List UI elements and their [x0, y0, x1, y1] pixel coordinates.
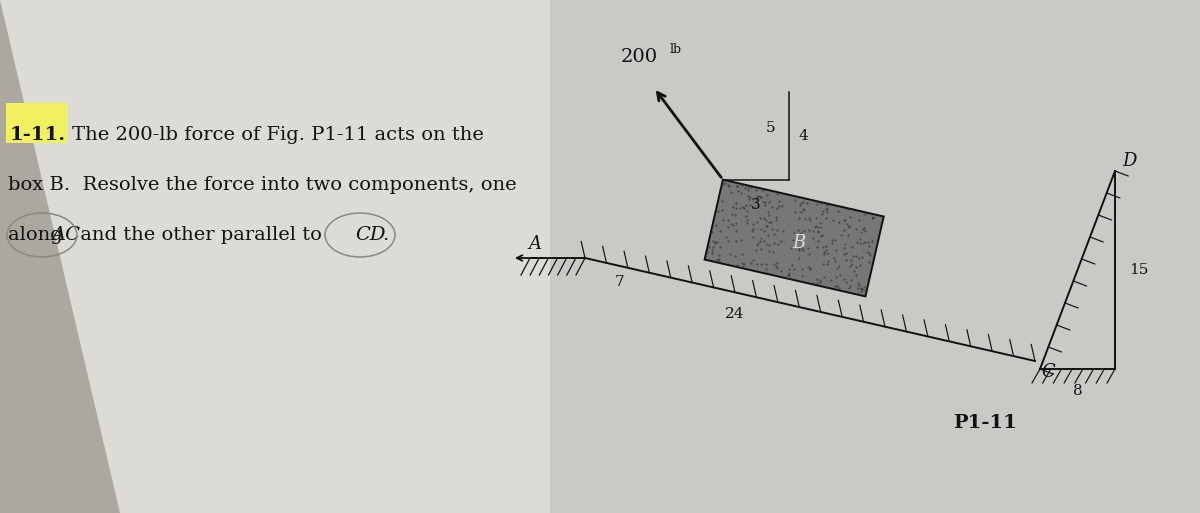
Text: CD: CD: [355, 226, 385, 244]
Text: 1-11.: 1-11.: [10, 126, 66, 144]
Text: 8: 8: [1073, 384, 1082, 398]
FancyBboxPatch shape: [6, 103, 68, 143]
Text: and the other parallel to: and the other parallel to: [74, 226, 328, 244]
Text: 24: 24: [725, 307, 745, 321]
Text: 3: 3: [751, 198, 761, 212]
Text: 200: 200: [620, 48, 658, 66]
Bar: [0, 0, 550, 513]
Text: along: along: [8, 226, 70, 244]
Text: .: .: [382, 226, 389, 244]
Text: box B.  Resolve the force into two components, one: box B. Resolve the force into two compon…: [8, 176, 517, 194]
Text: 5: 5: [766, 121, 775, 134]
Text: B: B: [792, 234, 805, 252]
Text: C: C: [1042, 363, 1055, 381]
Text: P1-11: P1-11: [953, 414, 1016, 432]
Text: 15: 15: [1129, 263, 1148, 277]
Polygon shape: [704, 180, 883, 297]
Text: D: D: [1122, 152, 1136, 170]
Text: AC: AC: [50, 226, 80, 244]
Polygon shape: [0, 0, 120, 513]
Text: A: A: [528, 235, 541, 253]
Text: lb: lb: [670, 43, 682, 55]
Text: 4: 4: [799, 129, 809, 143]
Text: 7: 7: [616, 275, 625, 289]
Text: The 200-lb force of Fig. P1-11 acts on the: The 200-lb force of Fig. P1-11 acts on t…: [72, 126, 484, 144]
